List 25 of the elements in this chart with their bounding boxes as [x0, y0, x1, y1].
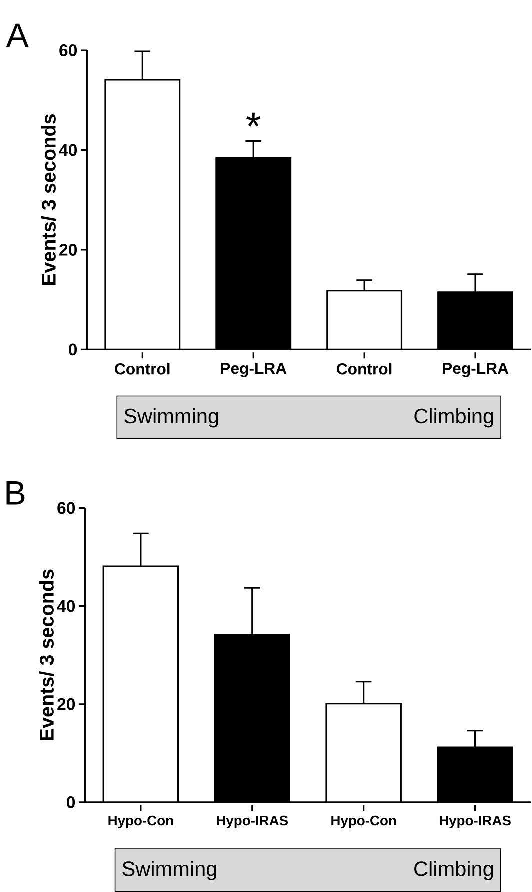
y-tick-label: 60 [58, 502, 76, 514]
x-tick-label: Control [337, 363, 392, 375]
y-tick-label: 20 [58, 698, 76, 710]
x-tick-label: Hypo-IRAS [217, 816, 288, 828]
y-tick-label: 40 [57, 600, 76, 612]
text: Climbing [414, 408, 494, 428]
text: Swimming [122, 861, 216, 880]
y-axis-title: Events/ 3 seconds [40, 570, 54, 740]
x-tick-label: Peg-LRA [221, 363, 287, 378]
x-tick-label: Hypo-Con [108, 816, 174, 828]
chart-title: A [6, 24, 29, 48]
x-tick-label: Control [115, 363, 170, 375]
y-tick-label: 20 [60, 244, 78, 256]
y-tick-label: 60 [60, 44, 78, 56]
x-tick-label: Peg-LRA [443, 363, 509, 378]
y-tick-label: 0 [67, 796, 76, 808]
text: Climbing [414, 861, 494, 880]
y-tick-label: 40 [59, 144, 78, 156]
text: Swimming [124, 408, 218, 428]
chart-title: B [6, 482, 25, 505]
y-tick-label: 0 [69, 344, 78, 356]
x-tick-label: Hypo-IRAS [440, 816, 512, 828]
y-axis-title: Events/ 3 seconds [42, 114, 56, 286]
annotation: * [246, 112, 261, 127]
x-tick-label: Hypo-Con [332, 816, 396, 828]
